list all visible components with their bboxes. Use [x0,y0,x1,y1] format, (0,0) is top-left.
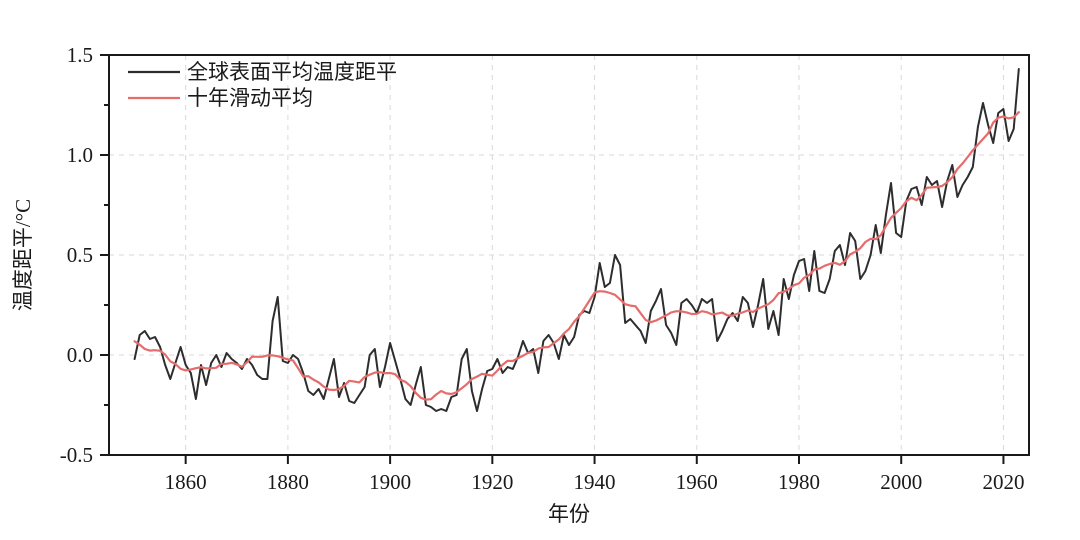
y-tick-label: 0.0 [67,343,93,367]
x-tick-label: 1980 [778,470,820,494]
legend-label-annual: 全球表面平均温度距平 [187,60,397,84]
x-axis-title: 年份 [548,502,590,526]
x-tick-label: 2020 [982,470,1024,494]
x-tick-label: 1920 [471,470,513,494]
legend-label-moving-average: 十年滑动平均 [187,86,313,110]
x-tick-label: 1860 [165,470,207,494]
x-tick-label: 1960 [676,470,718,494]
y-axis-title: 温度距平/°C [11,199,35,311]
x-tick-label: 1880 [267,470,309,494]
y-tick-label: 0.5 [67,243,93,267]
y-tick-label: 1.5 [67,43,93,67]
gridlines [109,55,1029,455]
data-series [133,68,1020,412]
axis-tick-labels: 1860 1880 1900 1920 1940 1960 1980 2000 2020 1.5 1… [60,43,1025,494]
y-tick-label: 1.0 [67,143,93,167]
legend: 全球表面平均温度距平 十年滑动平均 [128,60,397,110]
x-tick-label: 1940 [574,470,616,494]
annual-anomaly-line [133,68,1020,412]
y-tick-label: -0.5 [60,443,93,467]
x-tick-label: 1900 [369,470,411,494]
moving-average-line [133,111,1020,401]
x-tick-label: 2000 [880,470,922,494]
axis-ticks [100,54,1005,464]
